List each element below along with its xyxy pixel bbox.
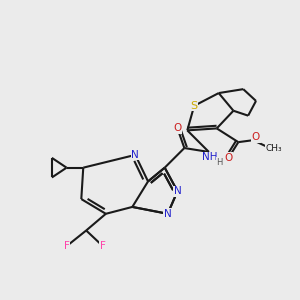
Text: S: S [190,101,198,111]
Text: O: O [173,123,181,134]
Text: F: F [100,241,106,251]
Text: N: N [164,209,172,219]
Text: H: H [216,158,222,167]
Text: CH₃: CH₃ [266,143,283,152]
Text: N: N [174,186,182,196]
Text: F: F [64,241,70,251]
Text: O: O [224,153,232,163]
Text: N: N [131,150,139,160]
Text: NH: NH [202,152,218,162]
Text: O: O [252,132,260,142]
